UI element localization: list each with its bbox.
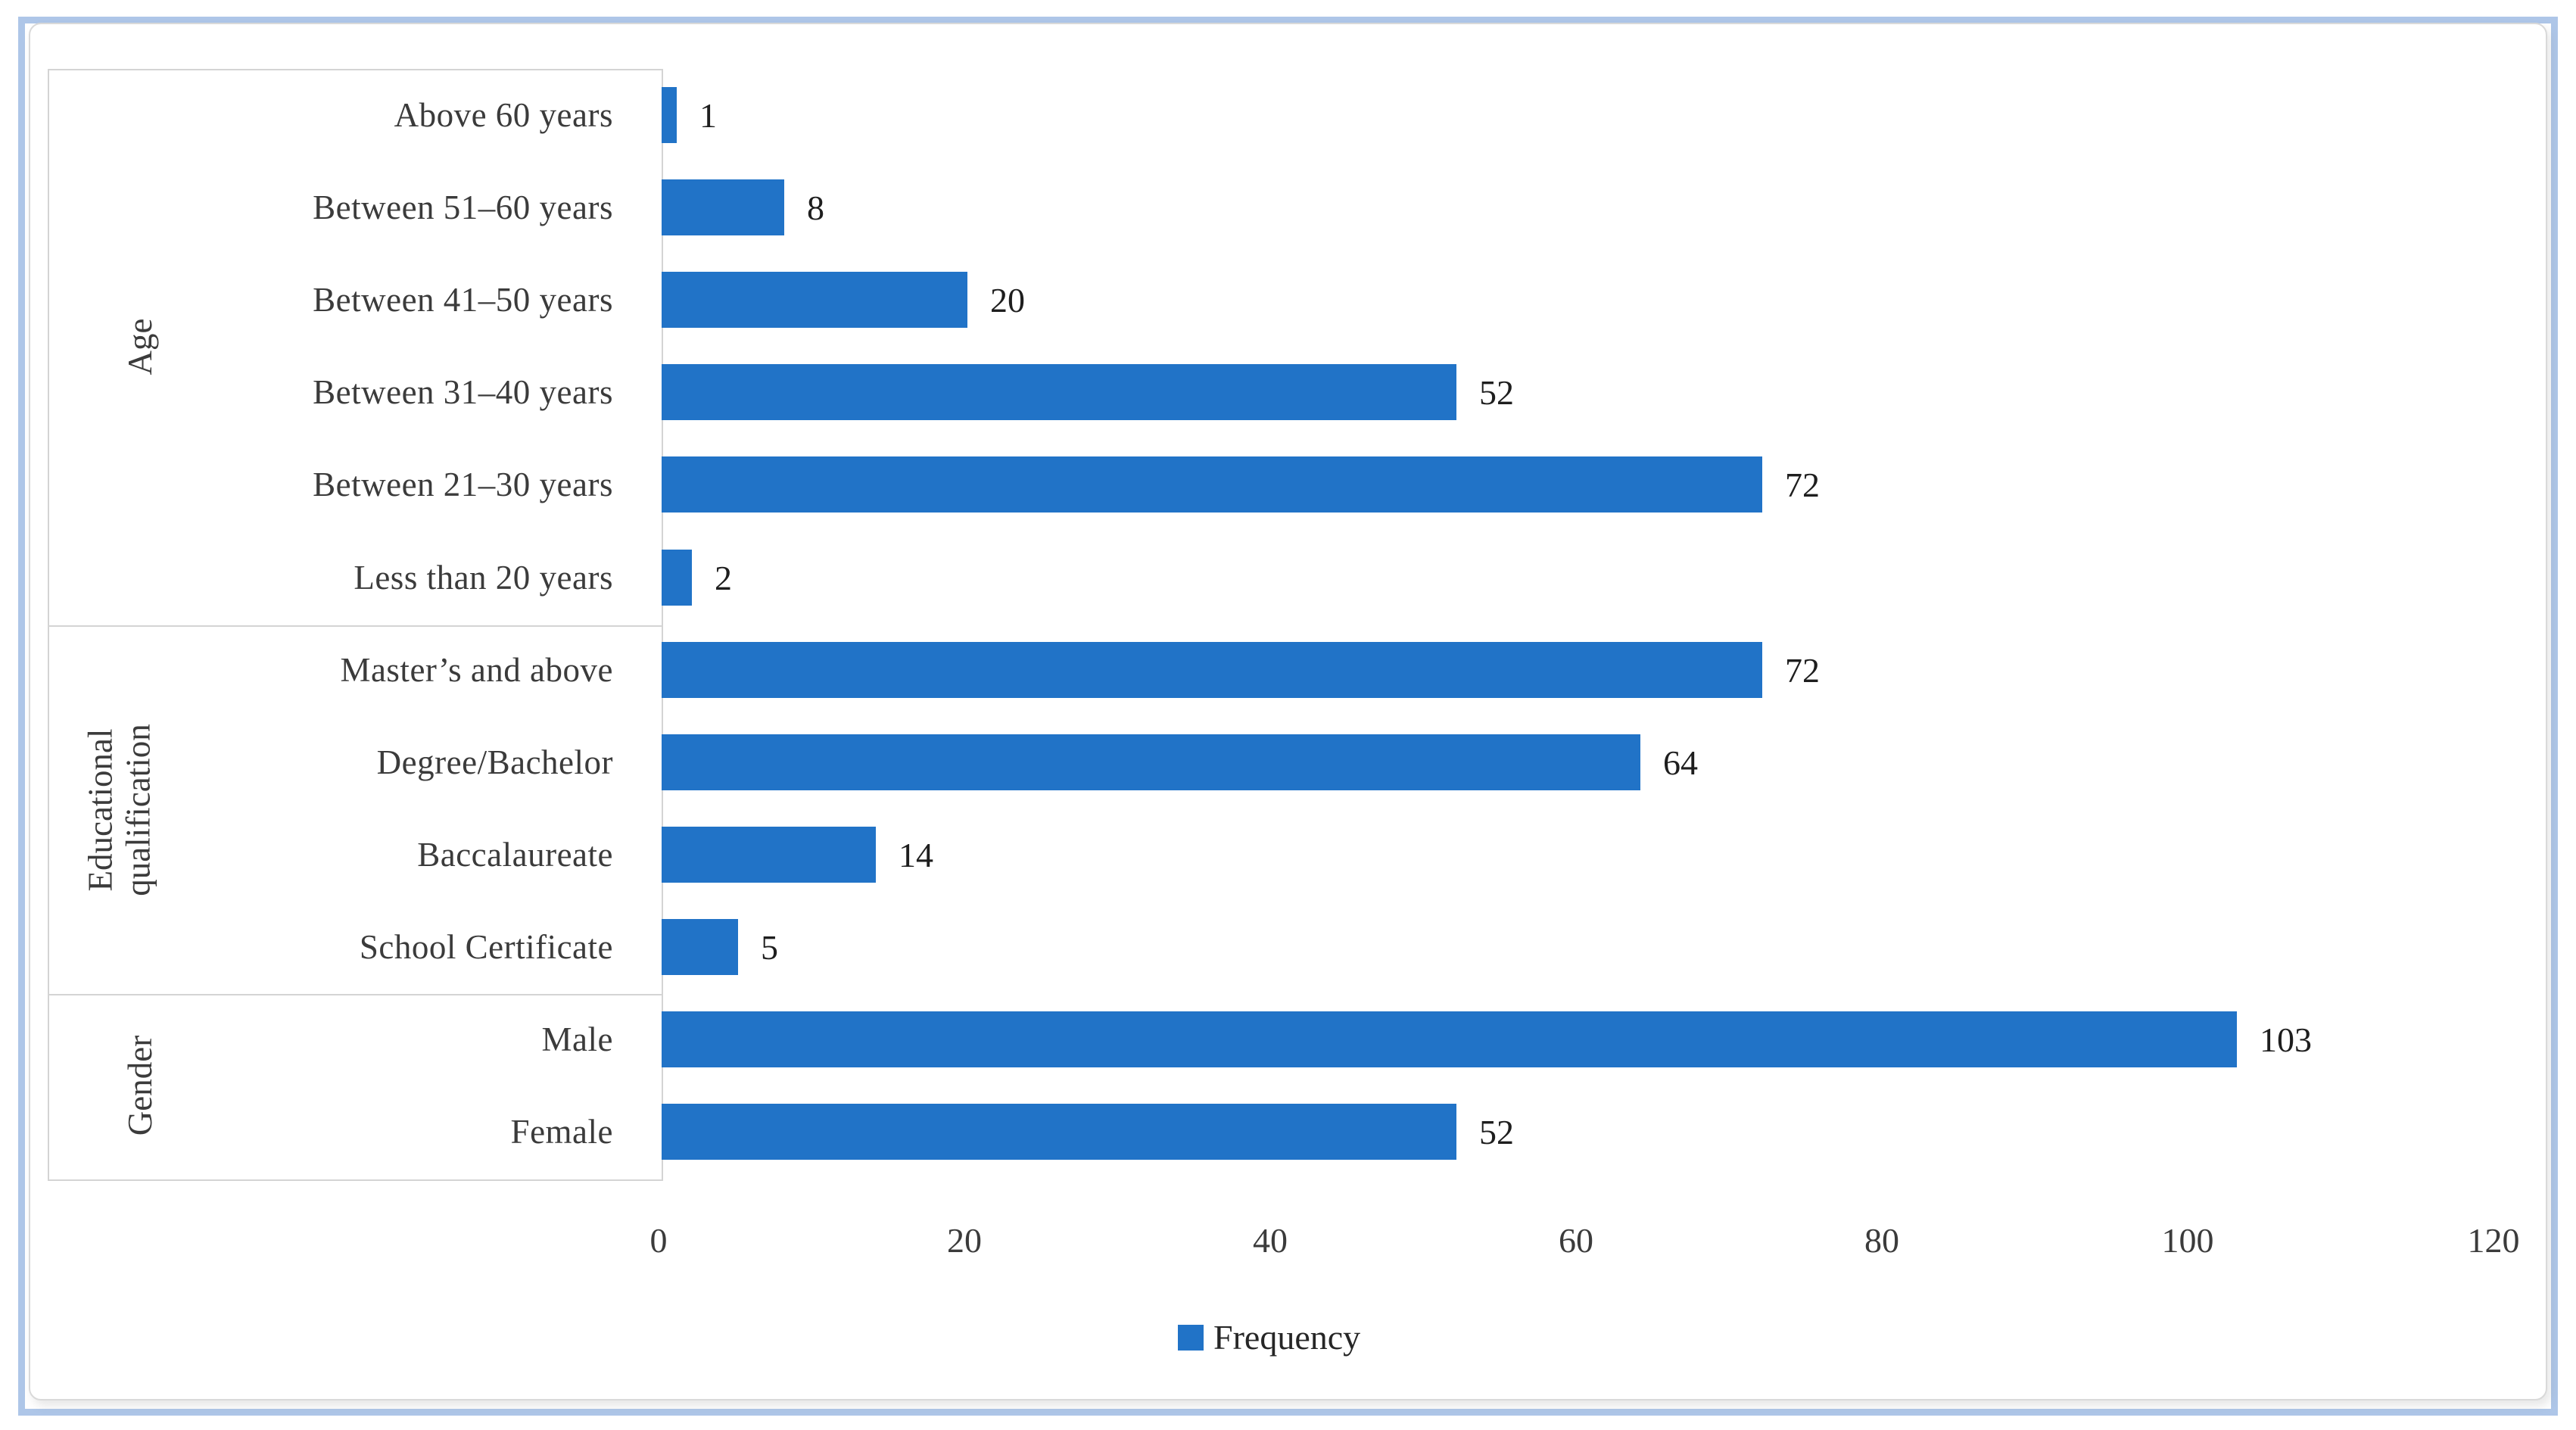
bar-row: 14: [662, 827, 933, 883]
frequency-bar: [662, 919, 738, 975]
category-label: Between 31–40 years: [313, 373, 613, 411]
bar-row: 64: [662, 734, 1698, 790]
legend-swatch-icon: [1178, 1324, 1204, 1351]
bar-row: 72: [662, 642, 1820, 698]
category-label: Master’s and above: [340, 651, 613, 689]
value-label: 52: [1479, 1112, 1514, 1151]
legend-label: Frequency: [1213, 1318, 1361, 1357]
frequency-bar: [662, 179, 784, 235]
value-label: 1: [699, 95, 717, 135]
x-axis-tick: 20: [947, 1221, 982, 1260]
x-axis-tick: 60: [1559, 1221, 1593, 1260]
value-label: 8: [807, 188, 824, 227]
value-label: 103: [2260, 1020, 2312, 1059]
value-label: 14: [899, 835, 933, 874]
frequency-bar: [662, 642, 1762, 698]
category-label: Male: [541, 1020, 613, 1058]
bar-row: 5: [662, 919, 778, 975]
group-separator-age-education: [48, 625, 662, 627]
chart-area-frame: [29, 23, 2547, 1400]
frequency-bar: [662, 272, 967, 328]
category-label: Above 60 years: [394, 96, 613, 134]
x-axis-tick: 80: [1864, 1221, 1899, 1260]
bar-row: 1: [662, 87, 717, 143]
bar-row: 2: [662, 550, 732, 606]
category-label: Degree/Bachelor: [376, 743, 613, 781]
bar-row: 8: [662, 179, 824, 235]
bar-row: 103: [662, 1011, 2312, 1067]
x-axis-tick: 120: [2467, 1221, 2520, 1260]
value-label: 5: [761, 927, 778, 967]
frequency-bar: [662, 550, 692, 606]
frequency-bar: [662, 456, 1762, 512]
category-label: School Certificate: [359, 928, 613, 966]
bar-row: 52: [662, 364, 1514, 420]
category-axis-panel: [48, 69, 663, 1181]
x-axis-tick: 0: [649, 1221, 668, 1260]
frequency-bar: [662, 827, 876, 883]
x-axis-tick: 100: [2161, 1221, 2214, 1260]
frequency-bar: [662, 1011, 2237, 1067]
bar-row: 20: [662, 272, 1025, 328]
frequency-bar: [662, 87, 677, 143]
value-label: 64: [1663, 743, 1698, 782]
category-label: Between 21–30 years: [313, 466, 613, 503]
x-axis-tick: 40: [1253, 1221, 1288, 1260]
category-label: Baccalaureate: [417, 836, 613, 874]
figure-border: [18, 17, 2558, 1416]
category-label: Less than 20 years: [354, 559, 613, 597]
legend: Frequency: [1178, 1317, 1360, 1357]
frequency-bar: [662, 1104, 1456, 1160]
value-label: 20: [990, 280, 1025, 319]
value-label: 2: [715, 558, 732, 597]
value-label: 72: [1785, 650, 1820, 690]
category-label: Between 51–60 years: [313, 188, 613, 226]
value-label: 72: [1785, 465, 1820, 504]
category-label: Female: [510, 1113, 613, 1151]
category-label: Between 41–50 years: [313, 281, 613, 319]
bar-row: 72: [662, 456, 1820, 512]
value-label: 52: [1479, 372, 1514, 412]
bar-row: 52: [662, 1104, 1514, 1160]
frequency-bar: [662, 364, 1456, 420]
group-separator-education-gender: [48, 994, 662, 995]
frequency-bar: [662, 734, 1640, 790]
